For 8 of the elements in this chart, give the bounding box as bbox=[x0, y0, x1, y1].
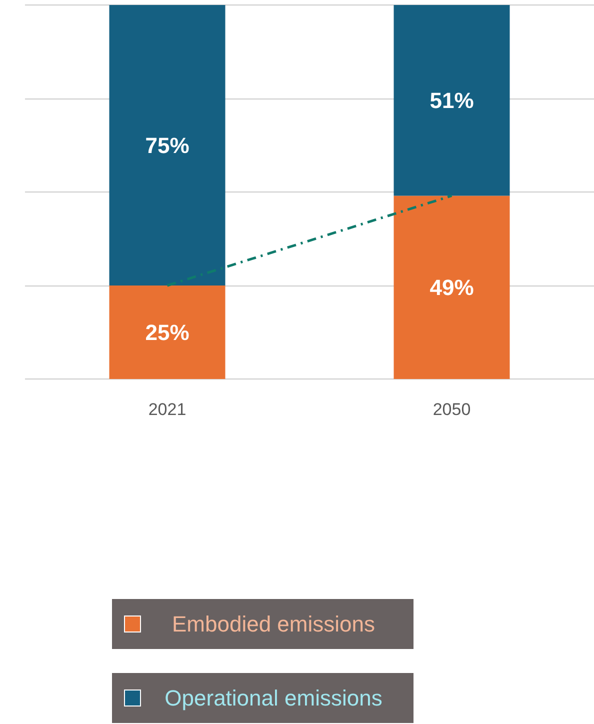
x-tick-label: 2021 bbox=[148, 400, 186, 419]
data-label: 51% bbox=[430, 88, 474, 113]
x-tick-label: 2050 bbox=[432, 400, 471, 419]
data-label: 49% bbox=[430, 274, 474, 300]
legend-label: Embodied emissions bbox=[172, 612, 375, 636]
data-label: 25% bbox=[145, 320, 190, 345]
data-label: 75% bbox=[145, 132, 190, 158]
legend-label: Operational emissions bbox=[164, 686, 382, 710]
